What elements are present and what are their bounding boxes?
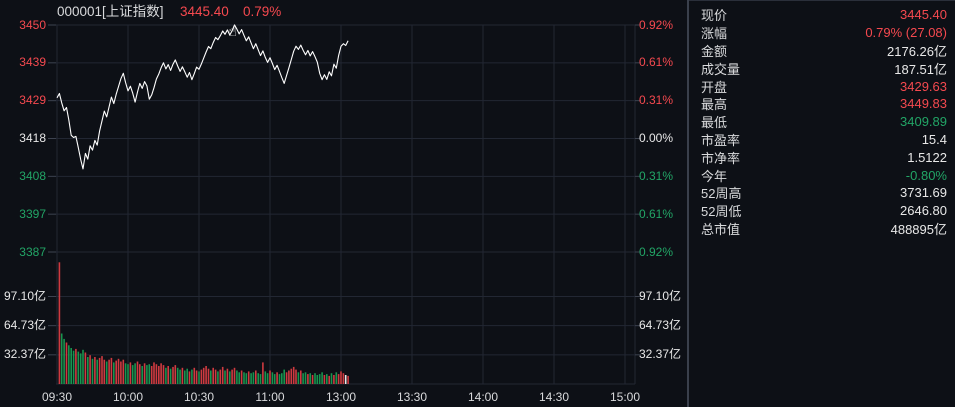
time-tick-label: 11:00: [255, 390, 285, 404]
price-tick-label: 3397: [19, 206, 46, 221]
panel-divider: [687, 0, 689, 407]
stat-value: 488895亿: [890, 221, 947, 237]
chart-canvas[interactable]: [0, 0, 687, 407]
stat-row: 市盈率 15.4: [689, 131, 955, 149]
stat-label: 最高: [701, 97, 728, 113]
stat-value: -0.80%: [905, 167, 947, 183]
percent-tick-label: 0.61%: [639, 206, 674, 221]
price-tick-label: 3429: [19, 93, 46, 108]
stat-value: 2176.26亿: [887, 44, 947, 59]
time-tick-label: 10:30: [183, 390, 215, 404]
stat-row: 涨幅 0.79% (27.08): [689, 24, 955, 42]
stat-value: 3429.63: [900, 78, 947, 94]
change-percent: 0.79%: [243, 4, 282, 19]
stat-label: 52周高: [701, 186, 742, 202]
price-tick-label: 3418: [19, 131, 46, 145]
percent-tick-label: 0.31%: [639, 93, 674, 108]
stat-row: 金额 2176.26亿: [689, 42, 955, 60]
stat-row: 52周低 2646.80: [689, 202, 955, 220]
time-tick-label: 14:30: [538, 390, 570, 404]
stat-value: 3409.89: [900, 114, 947, 130]
stat-label: 现价: [701, 8, 728, 24]
percent-tick-label: 0.31%: [639, 168, 674, 183]
stat-label: 成交量: [701, 61, 741, 77]
percent-tick-label: 0.92%: [639, 244, 674, 259]
price-tick-label: 3450: [19, 17, 46, 32]
stat-value: 15.4: [921, 131, 947, 147]
mouse-cursor-hand-icon: ☝: [228, 23, 238, 40]
stat-value: 3449.83: [900, 96, 947, 112]
stat-row: 开盘 3429.63: [689, 77, 955, 95]
time-tick-label: 13:30: [396, 390, 428, 404]
quote-stats-panel: 现价 3445.40 涨幅 0.79% (27.08) 金额 2176.26亿成交量 187…: [689, 0, 955, 407]
stat-value: 0.79% (27.08): [865, 25, 947, 41]
stat-label: 最低: [701, 115, 728, 131]
stat-value: 3731.69: [900, 185, 947, 201]
stat-value: 2646.80: [900, 203, 947, 219]
stat-row: 最高 3449.83: [689, 95, 955, 113]
volume-tick-label: 32.37亿: [639, 347, 682, 362]
stat-label: 涨幅: [701, 26, 728, 42]
stat-row: 现价 3445.40: [689, 6, 955, 24]
time-tick-label: 10:00: [112, 390, 144, 404]
volume-tick-label: 64.73亿: [639, 318, 682, 333]
percent-tick-label: 0.00%: [639, 131, 674, 145]
price-tick-label: 3387: [19, 244, 46, 259]
stat-value: 1.5122: [907, 149, 947, 165]
stat-row: 今年 -0.80%: [689, 166, 955, 184]
stat-row: 最低 3409.89: [689, 113, 955, 131]
intraday-chart[interactable]: 000001[上证指数] 3445.40 0.79% 3450 3439 3429 3…: [0, 0, 687, 407]
time-tick-label: 14:00: [467, 390, 499, 404]
stat-row: 总市值 488895亿: [689, 220, 955, 238]
stat-label: 52周低: [701, 204, 742, 220]
time-tick-label: 09:30: [41, 390, 73, 404]
time-tick-label: 13:00: [325, 390, 357, 404]
volume-tick-label: 64.73亿: [3, 318, 46, 333]
stat-value: 3445.40: [900, 7, 947, 23]
percent-tick-label: 0.61%: [639, 55, 674, 70]
stat-label: 市净率: [701, 150, 741, 166]
stat-label: 总市值: [701, 221, 741, 237]
stat-row: 52周高 3731.69: [689, 184, 955, 202]
volume-tick-label: 97.10亿: [3, 289, 46, 303]
stat-value: 187.51亿: [894, 61, 947, 77]
current-price: 3445.40: [180, 4, 229, 19]
symbol-title: 000001[上证指数]: [57, 4, 164, 19]
percent-tick-label: 0.92%: [639, 17, 674, 32]
volume-tick-label: 97.10亿: [639, 289, 682, 303]
stat-label: 今年: [701, 168, 728, 184]
stat-label: 市盈率: [701, 132, 741, 148]
price-tick-label: 3408: [19, 168, 46, 183]
stat-label: 开盘: [701, 79, 728, 95]
time-tick-label: 15:00: [609, 390, 641, 404]
volume-tick-label: 32.37亿: [3, 347, 46, 362]
stat-label: 金额: [701, 44, 728, 59]
price-tick-label: 3439: [19, 55, 46, 70]
stat-row: 市净率 1.5122: [689, 148, 955, 166]
stat-row: 成交量 187.51亿: [689, 59, 955, 77]
